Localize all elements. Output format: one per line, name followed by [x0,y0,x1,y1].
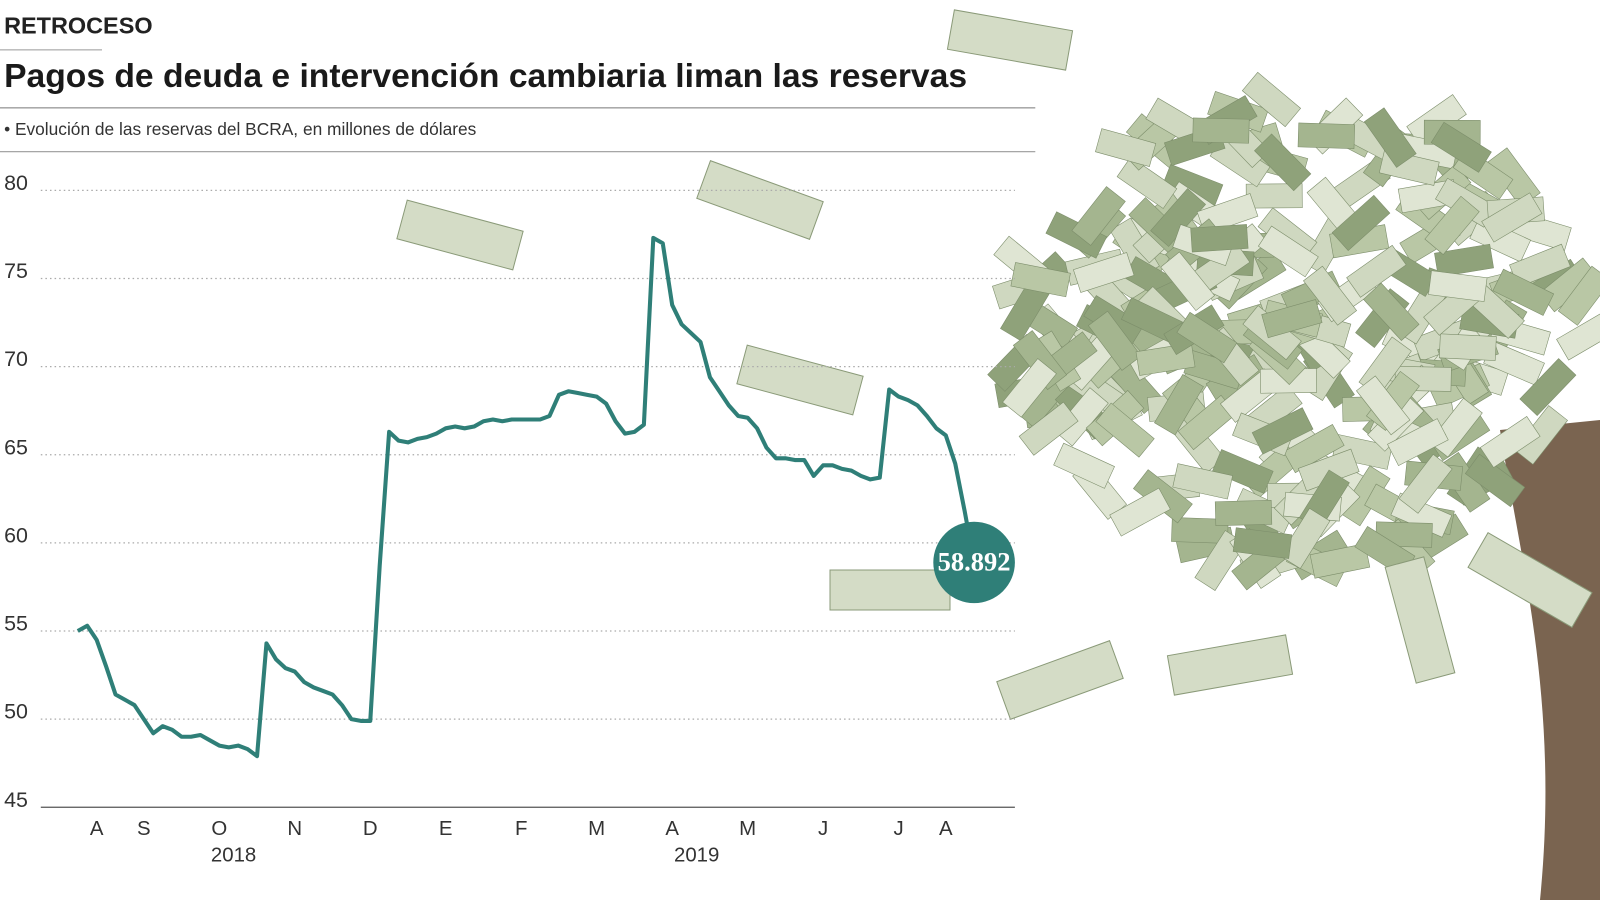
bill [1279,507,1331,569]
x-tick-label: D [363,818,378,840]
bill [1303,265,1358,326]
bill [1346,244,1407,298]
bill [1384,556,1456,684]
bill [1241,71,1302,128]
x-tick-label: A [90,818,104,840]
bill [1557,265,1600,326]
x-tick-label: E [439,818,453,840]
y-tick-label: 45 [4,788,28,812]
bill [1387,418,1449,467]
bill [1438,333,1497,361]
bill [1071,186,1126,246]
bill [1363,107,1417,168]
value-label: 58.892 [938,547,1011,577]
bill [1109,487,1171,537]
x-tick-label: F [515,818,527,840]
plot: RETROCESO Pagos de deuda e intervención … [0,13,1036,867]
x-tick-label: M [588,818,605,840]
subtitle: • Evolución de las reservas del BCRA, en… [4,119,477,139]
x-tick-label: J [894,818,904,840]
line [76,235,977,759]
bill [1214,499,1273,527]
x-tick-label: A [939,818,953,840]
bill [1481,192,1543,243]
bill [1297,122,1356,149]
bill [1257,225,1319,278]
bill [1116,156,1178,209]
bill [1160,251,1215,312]
bill [1176,311,1238,364]
bill [1251,407,1314,455]
bill [1073,252,1135,293]
y-tick-label: 55 [4,612,28,636]
bill [1434,243,1494,278]
y-tick-label: 65 [4,435,28,459]
end-marker [933,521,1015,604]
bill [1172,463,1233,500]
bill [1261,299,1323,339]
bill [1171,517,1229,544]
bill [1479,415,1541,468]
bill [829,569,951,611]
y-tick-label: 50 [4,700,28,724]
x-tick-label: M [739,818,756,840]
bill [696,160,824,240]
bill [1211,449,1274,494]
bill [1464,453,1526,508]
bill [1002,358,1057,418]
year-label: 2019 [674,845,719,867]
bill [1192,117,1250,144]
bill [1232,527,1293,559]
bill [1283,424,1345,474]
bill [1398,453,1453,514]
year-label: 2018 [211,845,256,867]
bill [1190,224,1249,253]
x-tick-label: O [211,818,227,840]
kicker: RETROCESO [4,13,153,39]
bill [1430,121,1492,173]
bill [1010,262,1071,298]
bill [1331,194,1391,251]
x-tick-label: J [818,818,828,840]
bill [396,199,524,271]
bill [1363,282,1420,341]
y-tick-label: 75 [4,259,28,283]
bill [946,9,1074,71]
bill [1053,442,1115,489]
bill [1556,310,1600,361]
bill [1519,358,1577,416]
y-tick-label: 80 [4,171,28,195]
y-tick-label: 70 [4,347,28,371]
x-tick-label: A [665,818,679,840]
x-tick-label: S [137,818,151,840]
y-tick-label: 60 [4,523,28,547]
bill [1492,268,1555,316]
chart-title: Pagos de deuda e intervención cambiaria … [4,58,967,95]
bill [1356,375,1411,436]
x-tick-label: N [287,818,302,840]
bill [1428,270,1488,302]
bill [996,640,1124,720]
bill [1254,133,1312,192]
tree-trunk [1500,420,1600,900]
bill [1154,374,1204,436]
bill [1309,543,1371,579]
money-tree [396,9,1600,900]
bill [1018,401,1079,456]
bill [736,344,864,416]
bill [1095,128,1157,167]
bill [1424,195,1480,255]
bill [1150,188,1207,247]
bill [1095,402,1155,458]
bill [1467,531,1593,629]
bill [1166,634,1294,696]
bill [1087,310,1142,371]
